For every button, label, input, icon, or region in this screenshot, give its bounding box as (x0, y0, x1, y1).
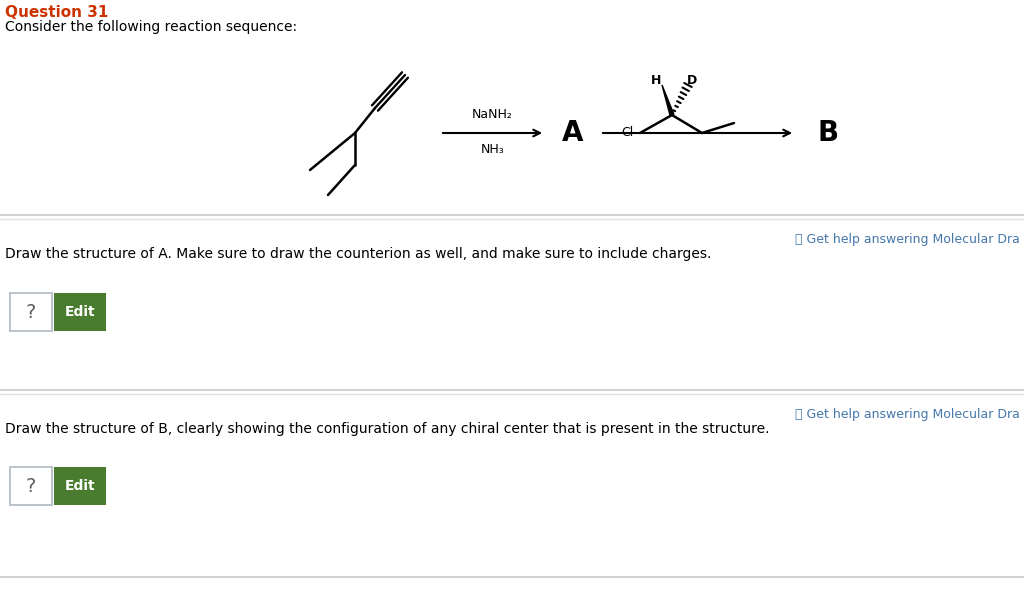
Text: Cl: Cl (621, 127, 633, 139)
Text: Draw the structure of A. Make sure to draw the counterion as well, and make sure: Draw the structure of A. Make sure to dr… (5, 247, 712, 261)
Text: NaNH₂: NaNH₂ (472, 108, 513, 121)
Text: Edit: Edit (65, 479, 95, 493)
Text: Question 31: Question 31 (5, 5, 109, 20)
Text: Edit: Edit (65, 305, 95, 319)
FancyBboxPatch shape (54, 293, 106, 331)
Text: NH₃: NH₃ (480, 143, 505, 156)
Text: ?: ? (26, 302, 36, 322)
Text: ⓘ Get help answering Molecular Dra: ⓘ Get help answering Molecular Dra (795, 233, 1020, 246)
Text: Draw the structure of B, clearly showing the configuration of any chiral center : Draw the structure of B, clearly showing… (5, 422, 769, 436)
Text: A: A (562, 119, 584, 147)
FancyBboxPatch shape (54, 467, 106, 505)
Text: H: H (651, 73, 662, 86)
Text: ⓘ Get help answering Molecular Dra: ⓘ Get help answering Molecular Dra (795, 408, 1020, 421)
FancyBboxPatch shape (10, 467, 52, 505)
Polygon shape (662, 85, 674, 116)
FancyBboxPatch shape (10, 293, 52, 331)
Text: ?: ? (26, 476, 36, 496)
Text: Consider the following reaction sequence:: Consider the following reaction sequence… (5, 20, 297, 34)
Text: D: D (687, 73, 697, 86)
Text: B: B (817, 119, 839, 147)
